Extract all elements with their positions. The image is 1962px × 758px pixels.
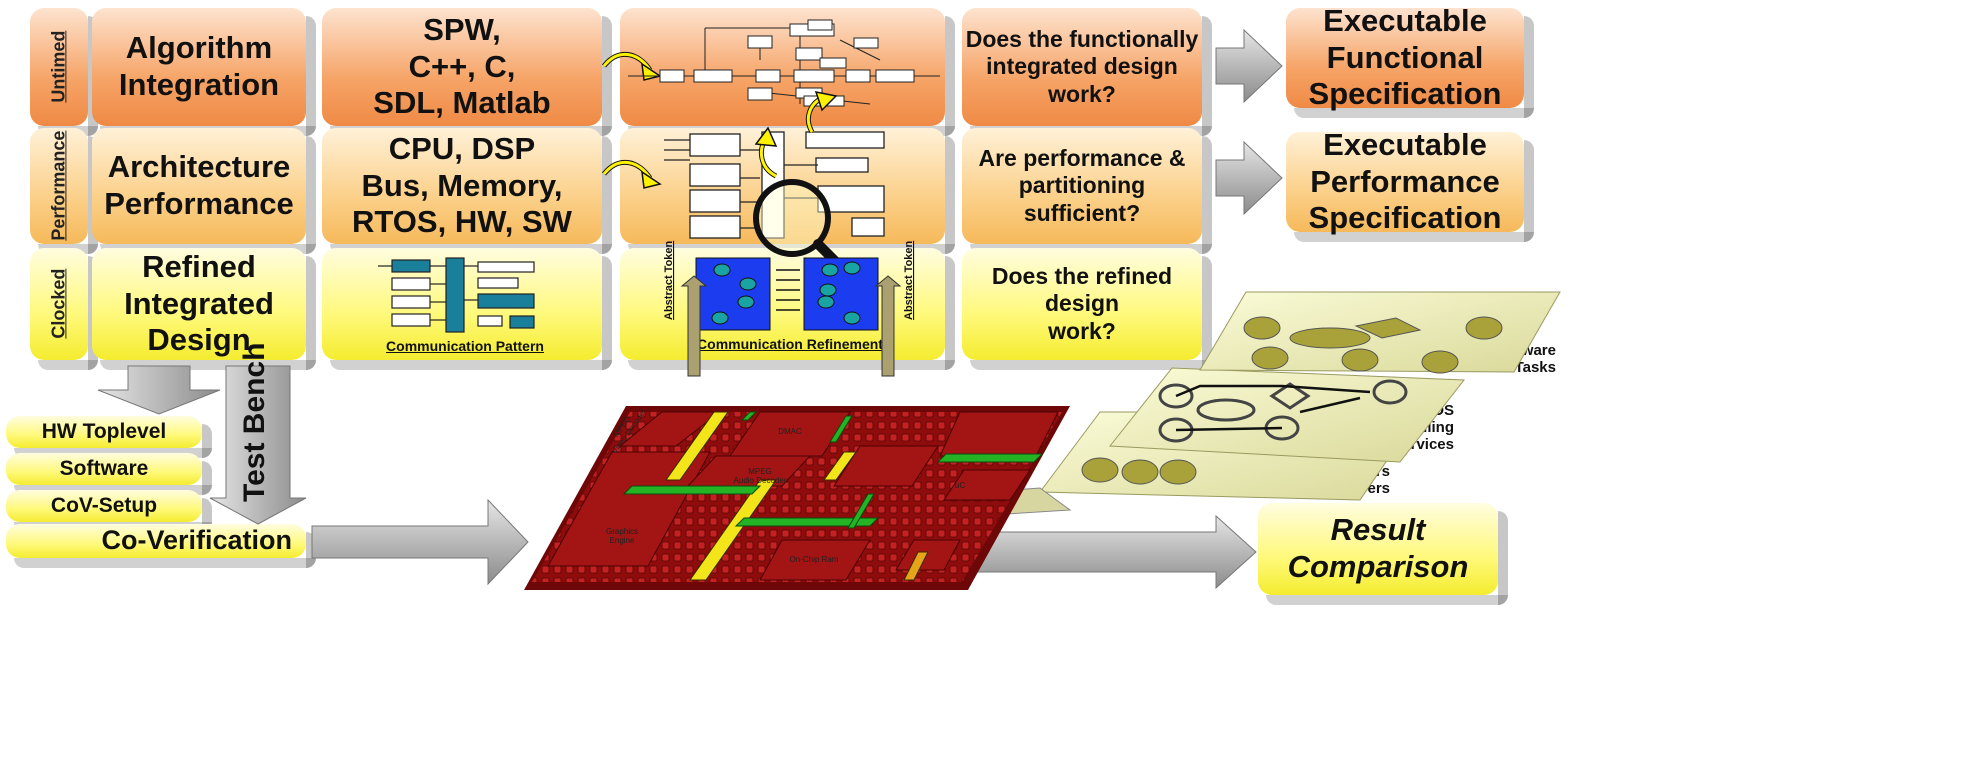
stack-cov-setup: CoV-Setup (6, 490, 212, 532)
layer-drivers: CPU I/Os Drivers Bus I/F Drivers (1269, 463, 1390, 497)
stack-hw-toplevel: HW Toplevel (6, 416, 212, 458)
stack-software: Software (6, 453, 212, 495)
arrow-to-chip (311, 498, 529, 586)
row-untimed-text: Untimed (48, 30, 69, 103)
question-functional: Does the functionally integrated design … (962, 8, 1212, 136)
level-algorithm-integration: Algorithm Integration (92, 8, 316, 136)
row-performance-text: Performance (48, 130, 69, 242)
caption-communication-refinement: Communication Refinement (697, 336, 883, 352)
chip-uc: uC (955, 481, 965, 490)
arrow-down-to-stack (97, 365, 221, 415)
chip-graphics: Graphics Engine (606, 527, 638, 545)
level-refined-integrated-design: Refined Integrated Design (92, 248, 316, 370)
row-label-clocked: Clocked (30, 248, 98, 370)
row-clocked-text: Clocked (48, 268, 69, 340)
arrow-to-functional (1215, 28, 1283, 104)
layer-rtos: RTOS Scheduling and Services (1361, 402, 1454, 453)
row-label-performance: Performance (30, 128, 98, 254)
layer-software-tasks: Software Tasks (1492, 342, 1556, 376)
model-untimed-box (620, 8, 955, 136)
arrow-to-performance (1215, 140, 1283, 216)
stack-co-verification: Co-Verification (6, 524, 316, 568)
question-refined: Does the refined design work? (962, 248, 1212, 370)
level-architecture-performance: Architecture Performance (92, 128, 316, 254)
row-label-untimed: Untimed (30, 8, 98, 136)
chip-mpeg-video: MPEGVideo Decoder (603, 402, 648, 456)
output-executable-functional: Executable Functional Specification (1286, 3, 1534, 118)
tools-cpu: CPU, DSP Bus, Memory, RTOS, HW, SW (322, 128, 612, 254)
caption-communication-pattern: Communication Pattern (386, 338, 544, 354)
chip-dmac: DMAC (778, 427, 802, 436)
soc-chip: DMAC MPEG Audio Decoder MPEGVideo Decoder… (524, 402, 1070, 590)
question-performance: Are performance & partitioning sufficien… (962, 128, 1212, 254)
output-executable-performance: Executable Performance Specification (1286, 127, 1534, 242)
arrow-to-result (965, 514, 1257, 590)
chip-mpeg-audio: MPEG Audio Decoder (734, 467, 787, 485)
chip-onchip-ram: On-Chip Ram (790, 555, 839, 564)
test-bench-arrow (209, 365, 307, 525)
output-result-comparison: Result Comparison (1258, 503, 1508, 605)
tools-spw: SPW, C++, C, SDL, Matlab (322, 8, 612, 136)
model-performance-box (620, 128, 955, 254)
